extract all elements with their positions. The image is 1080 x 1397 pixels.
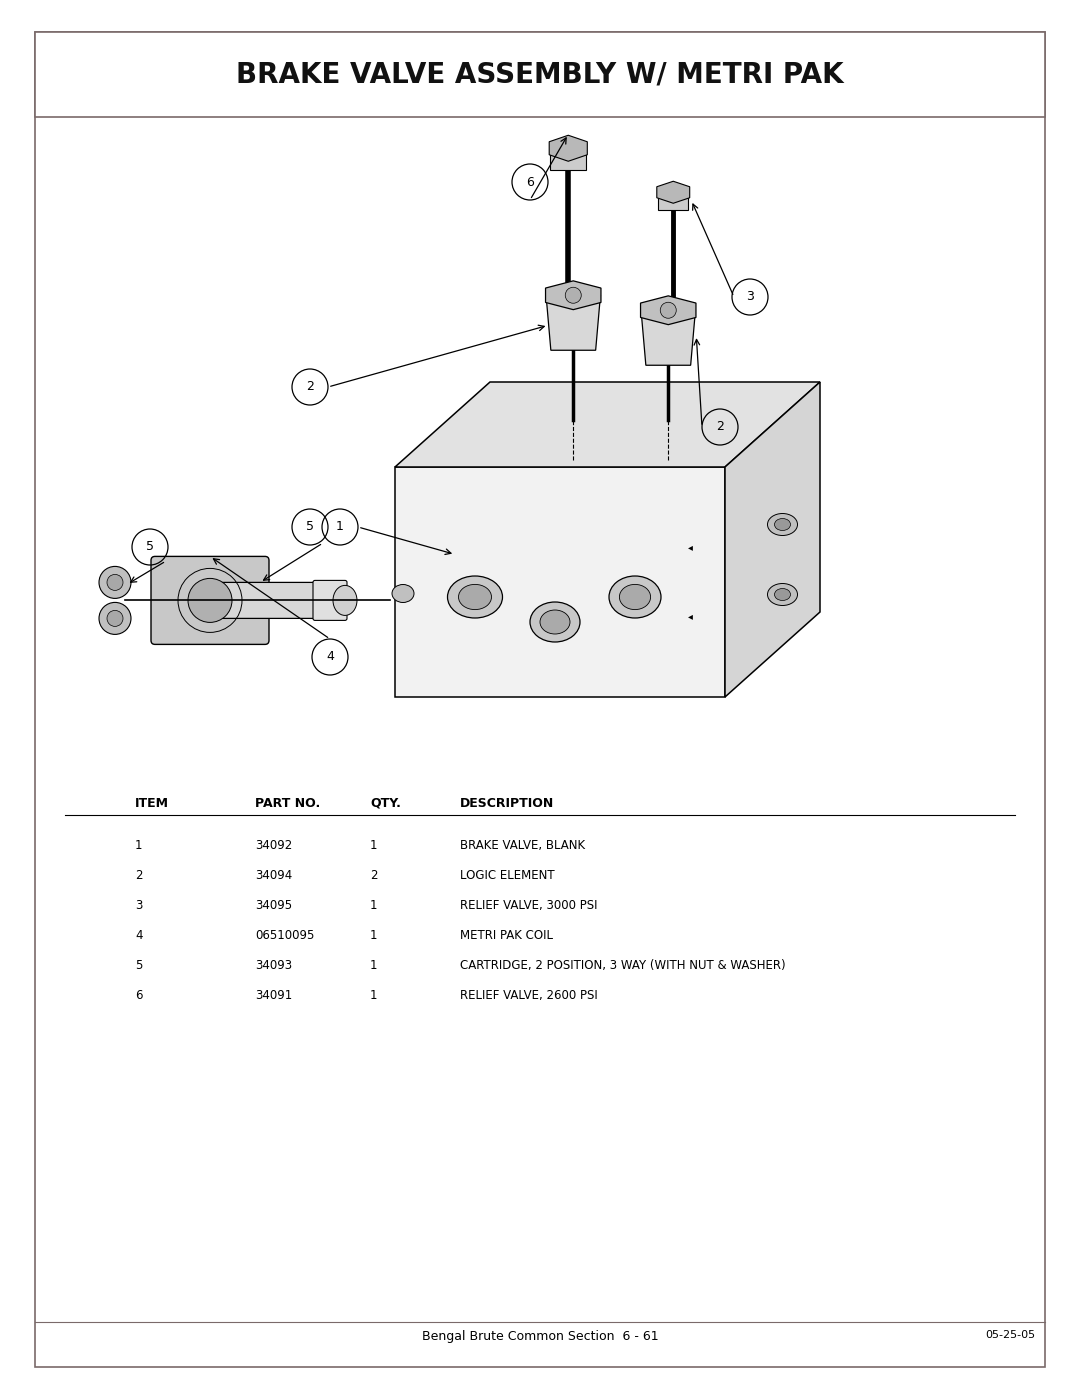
Circle shape [660,302,676,319]
FancyBboxPatch shape [207,583,333,619]
Text: 1: 1 [370,989,378,1002]
Circle shape [188,578,232,623]
Text: METRI PAK COIL: METRI PAK COIL [460,929,553,942]
Polygon shape [546,295,600,351]
Text: 34092: 34092 [255,840,293,852]
Text: ◂: ◂ [688,542,692,552]
Ellipse shape [459,584,491,609]
Polygon shape [550,136,588,161]
Text: PART NO.: PART NO. [255,798,321,810]
Text: 2: 2 [370,869,378,882]
Text: 34095: 34095 [255,900,292,912]
Text: BRAKE VALVE, BLANK: BRAKE VALVE, BLANK [460,840,585,852]
Text: CARTRIDGE, 2 POSITION, 3 WAY (WITH NUT & WASHER): CARTRIDGE, 2 POSITION, 3 WAY (WITH NUT &… [460,958,785,972]
Text: LOGIC ELEMENT: LOGIC ELEMENT [460,869,555,882]
Circle shape [107,610,123,626]
Bar [658,193,688,211]
Polygon shape [395,381,820,467]
Text: DESCRIPTION: DESCRIPTION [460,798,554,810]
Text: 34091: 34091 [255,989,293,1002]
Text: 4: 4 [326,651,334,664]
Text: BRAKE VALVE ASSEMBLY W/ METRI PAK: BRAKE VALVE ASSEMBLY W/ METRI PAK [237,60,843,88]
Text: ITEM: ITEM [135,798,168,810]
Text: 5: 5 [146,541,154,553]
Bar [35,32,1045,117]
Text: 34093: 34093 [255,958,292,972]
Text: 6: 6 [526,176,534,189]
Text: 3: 3 [746,291,754,303]
Ellipse shape [392,584,414,602]
Text: QTY.: QTY. [370,798,401,810]
Text: 2: 2 [135,869,143,882]
Text: 3: 3 [135,900,143,912]
Text: RELIEF VALVE, 3000 PSI: RELIEF VALVE, 3000 PSI [460,900,597,912]
Bar [550,148,586,170]
Text: 1: 1 [370,840,378,852]
Ellipse shape [609,576,661,617]
Text: 2: 2 [716,420,724,433]
Polygon shape [725,381,820,697]
Polygon shape [642,310,696,365]
Text: 5: 5 [135,958,143,972]
Text: 1: 1 [370,929,378,942]
Ellipse shape [333,585,357,616]
Polygon shape [545,281,600,310]
Ellipse shape [447,576,502,617]
Ellipse shape [768,584,797,605]
Text: 6: 6 [135,989,143,1002]
Ellipse shape [530,602,580,643]
Circle shape [565,288,581,303]
Circle shape [107,574,123,591]
Ellipse shape [774,588,791,601]
Text: RELIEF VALVE, 2600 PSI: RELIEF VALVE, 2600 PSI [460,989,597,1002]
FancyBboxPatch shape [151,556,269,644]
Ellipse shape [768,514,797,535]
Text: 05-25-05: 05-25-05 [985,1330,1035,1340]
Ellipse shape [540,610,570,634]
Text: 4: 4 [135,929,143,942]
Text: ◂: ◂ [688,612,692,622]
Ellipse shape [620,584,650,609]
Text: 1: 1 [336,521,343,534]
Text: 1: 1 [135,840,143,852]
Polygon shape [640,296,696,324]
Text: 2: 2 [306,380,314,394]
Polygon shape [657,182,690,203]
Circle shape [99,602,131,634]
Circle shape [99,566,131,598]
Text: Bengal Brute Common Section  6 - 61: Bengal Brute Common Section 6 - 61 [421,1330,659,1343]
Text: 1: 1 [370,900,378,912]
Text: 1: 1 [370,958,378,972]
Text: 34094: 34094 [255,869,293,882]
FancyBboxPatch shape [313,580,347,620]
Polygon shape [395,467,725,697]
Text: 06510095: 06510095 [255,929,314,942]
Ellipse shape [774,518,791,531]
Text: 5: 5 [306,521,314,534]
